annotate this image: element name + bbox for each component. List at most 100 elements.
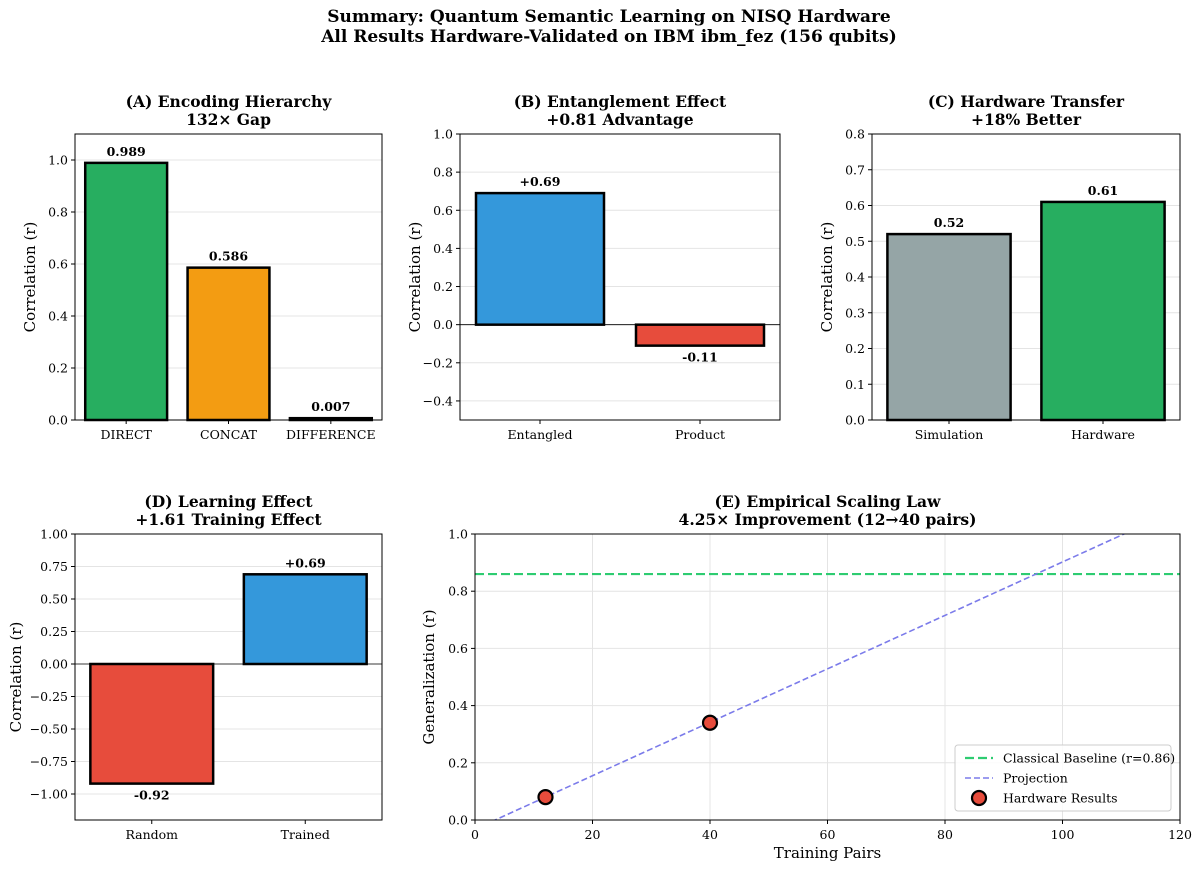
x-tick-label: Hardware <box>1071 427 1135 442</box>
panel-a-title-line2: 132× Gap <box>186 110 271 129</box>
legend-entry-label: Projection <box>1003 771 1068 786</box>
y-tick-label: 0.8 <box>845 127 865 142</box>
x-tick-label: 80 <box>937 827 953 842</box>
y-tick-label: 0.75 <box>40 559 68 574</box>
x-tick-label: Product <box>675 427 725 442</box>
y-tick-label: 0.6 <box>433 203 453 218</box>
projection-line <box>493 534 1126 820</box>
x-tick-label: CONCAT <box>200 427 258 442</box>
y-axis-label: Correlation (r) <box>21 222 39 333</box>
x-tick-label: DIFFERENCE <box>286 427 376 442</box>
y-tick-label: 0.4 <box>845 270 865 285</box>
y-tick-label: −1.00 <box>30 787 68 802</box>
bar-value-label: 0.52 <box>934 215 964 230</box>
y-tick-label: 1.00 <box>40 527 68 542</box>
x-tick-label: 40 <box>702 827 718 842</box>
axes-frame <box>871 133 1181 421</box>
bar-value-label: 0.989 <box>107 144 146 159</box>
bar <box>1040 200 1166 422</box>
y-tick-label: 0.5 <box>845 234 865 249</box>
bar <box>186 266 271 422</box>
y-axis-label: Generalization (r) <box>420 609 438 744</box>
bar-value-label: +0.69 <box>285 555 326 570</box>
bar-value-label: 0.007 <box>311 399 350 414</box>
y-tick-label: 0.6 <box>845 198 865 213</box>
y-tick-label: 0.0 <box>48 413 68 428</box>
y-tick-label: 0.8 <box>433 165 453 180</box>
bar <box>89 662 215 785</box>
hardware-result-point <box>537 789 554 806</box>
bar <box>242 573 368 666</box>
panel-b-title-line2: +0.81 Advantage <box>546 110 693 129</box>
axes-frame <box>474 533 1181 821</box>
x-axis-label: Training Pairs <box>774 844 881 862</box>
y-tick-label: 0.0 <box>448 813 468 828</box>
y-tick-label: 0.2 <box>448 755 468 770</box>
y-tick-label: 1.0 <box>448 527 468 542</box>
y-tick-label: 0.8 <box>448 584 468 599</box>
y-tick-label: 0.3 <box>845 305 865 320</box>
hardware-result-point <box>701 714 719 731</box>
panel-d-title-line1: (D) Learning Effect <box>144 492 313 511</box>
axes-frame <box>74 133 383 421</box>
y-tick-label: −0.2 <box>423 355 453 370</box>
y-tick-label: −0.75 <box>30 754 68 769</box>
axes-frame <box>459 133 781 421</box>
y-tick-label: 0.2 <box>433 279 453 294</box>
y-tick-label: 0.0 <box>845 413 865 428</box>
panel-d-title-line2: +1.61 Training Effect <box>135 510 322 529</box>
y-tick-label: −0.4 <box>423 393 453 408</box>
axes-frame <box>74 533 383 821</box>
panel-e-title-line1: (E) Empirical Scaling Law <box>715 492 942 511</box>
plot-content <box>475 534 1180 820</box>
y-tick-label: 0.50 <box>40 592 68 607</box>
x-tick-label: 20 <box>585 827 601 842</box>
bar <box>886 232 1012 422</box>
panel-b: (B) Entanglement Effect+0.81 Advantage −0… <box>406 92 781 442</box>
y-tick-label: 1.0 <box>48 153 68 168</box>
bar-value-label: -0.11 <box>682 350 718 365</box>
panel-a-title-line1: (A) Encoding Hierarchy <box>126 92 333 111</box>
bar-value-label: 0.61 <box>1088 183 1118 198</box>
x-tick-label: Trained <box>281 827 330 842</box>
figure-title-line1: Summary: Quantum Semantic Learning on NI… <box>327 7 891 27</box>
y-axis-label: Correlation (r) <box>818 222 836 333</box>
y-axis-label: Correlation (r) <box>7 622 25 733</box>
x-tick-label: Simulation <box>915 427 984 442</box>
y-tick-label: 0.1 <box>845 377 865 392</box>
y-tick-label: 0.4 <box>448 698 468 713</box>
y-axis-label: Correlation (r) <box>406 222 424 333</box>
legend: Classical Baseline (r=0.86) Projection Har… <box>954 744 1175 812</box>
panel-c-title-line1: (C) Hardware Transfer <box>928 92 1125 111</box>
bar-value-label: -0.92 <box>134 788 170 803</box>
panel-d: (D) Learning Effect+1.61 Training Effect… <box>7 492 383 842</box>
bar <box>634 323 766 347</box>
y-tick-label: 0.6 <box>448 641 468 656</box>
bar <box>474 191 606 326</box>
bar <box>83 161 169 422</box>
legend-entry-label: Classical Baseline (r=0.86) <box>1003 751 1175 766</box>
y-tick-label: −0.25 <box>30 689 68 704</box>
legend-points-swatch <box>970 789 988 807</box>
x-tick-label: 60 <box>820 827 836 842</box>
x-tick-label: 100 <box>1051 827 1075 842</box>
y-tick-label: 0.4 <box>48 309 68 324</box>
figure-title-line2: All Results Hardware-Validated on IBM ib… <box>320 27 897 47</box>
y-tick-label: 1.0 <box>433 127 453 142</box>
y-tick-label: −0.50 <box>30 722 68 737</box>
bar-value-label: +0.69 <box>520 174 561 189</box>
y-tick-label: 0.8 <box>48 205 68 220</box>
panel-b-title-line1: (B) Entanglement Effect <box>514 92 727 111</box>
y-tick-label: 0.2 <box>48 361 68 376</box>
y-tick-label: 0.25 <box>40 624 68 639</box>
bar-value-label: 0.586 <box>209 249 248 264</box>
x-tick-label: 120 <box>1168 827 1192 842</box>
x-tick-label: DIRECT <box>100 427 152 442</box>
panel-e-title-line2: 4.25× Improvement (12→40 pairs) <box>679 510 977 529</box>
y-tick-label: 0.7 <box>845 162 865 177</box>
x-tick-label: 0 <box>471 827 479 842</box>
legend-frame <box>954 744 1172 812</box>
